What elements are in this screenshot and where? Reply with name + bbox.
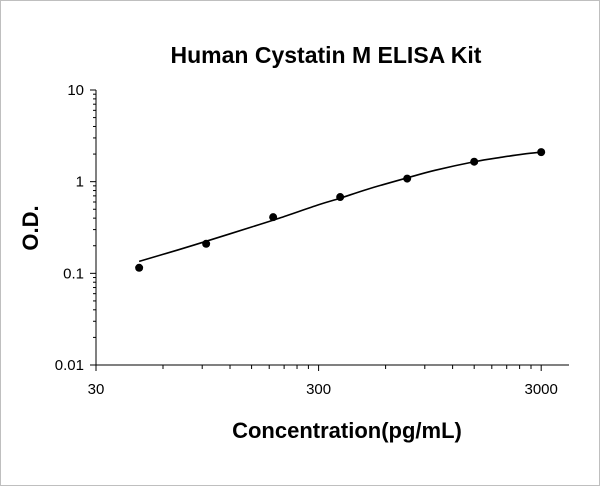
data-point bbox=[336, 193, 345, 202]
y-tick-label: 1 bbox=[76, 174, 84, 191]
chart-title: Human Cystatin M ELISA Kit bbox=[171, 42, 482, 68]
x-axis-tick-labels: 30 300 3000 bbox=[88, 381, 558, 398]
data-point bbox=[470, 157, 479, 166]
y-tick-label: 10 bbox=[67, 82, 84, 99]
y-tick-label: 0.01 bbox=[55, 357, 84, 374]
y-axis-ticks bbox=[90, 89, 96, 366]
data-point bbox=[135, 263, 144, 272]
data-point bbox=[403, 174, 412, 183]
y-axis-tick-labels: 10 1 0.1 0.01 bbox=[55, 82, 84, 374]
y-tick-label: 0.1 bbox=[63, 265, 84, 282]
data-point bbox=[269, 213, 278, 222]
x-tick-label: 30 bbox=[88, 381, 105, 398]
y-axis-title: O.D. bbox=[18, 205, 43, 250]
fit-curve-line bbox=[138, 151, 542, 263]
x-tick-label: 300 bbox=[306, 381, 331, 398]
x-tick-label: 3000 bbox=[525, 381, 558, 398]
x-axis-ticks bbox=[95, 365, 542, 371]
data-points bbox=[135, 148, 546, 272]
data-point bbox=[202, 239, 211, 248]
chart-axes bbox=[95, 90, 569, 366]
data-point bbox=[537, 148, 546, 157]
x-axis-title: Concentration(pg/mL) bbox=[232, 418, 462, 443]
